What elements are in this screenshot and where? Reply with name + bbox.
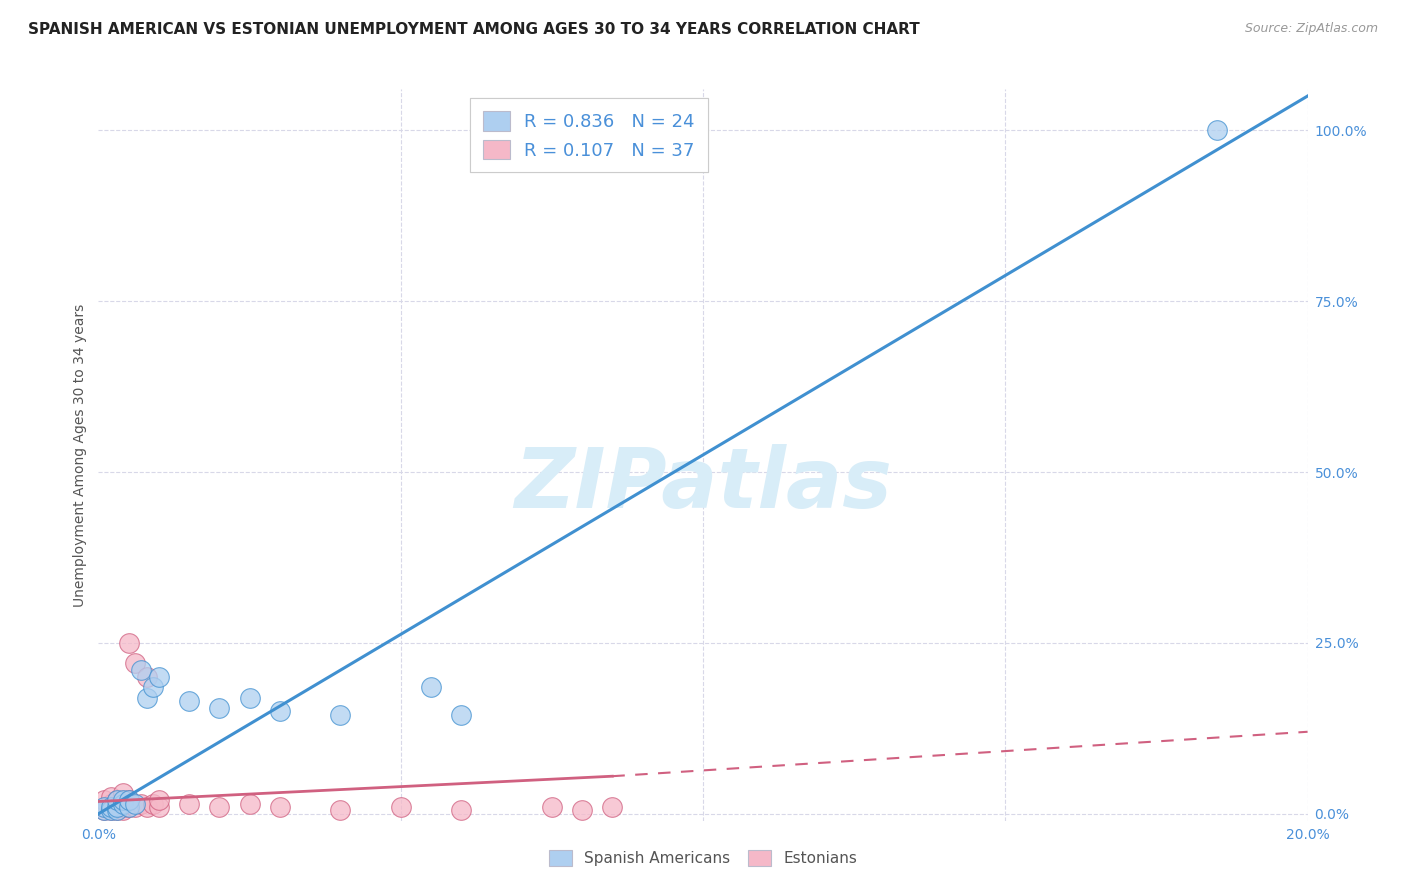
Point <box>239 797 262 811</box>
Point <box>111 800 134 814</box>
Point <box>129 663 152 677</box>
Point <box>450 804 472 818</box>
Point <box>602 800 624 814</box>
Point <box>105 804 128 818</box>
Y-axis label: Unemployment Among Ages 30 to 34 years: Unemployment Among Ages 30 to 34 years <box>73 303 87 607</box>
Point <box>111 786 134 800</box>
Point <box>100 804 122 818</box>
Point <box>93 804 115 818</box>
Point <box>93 804 115 818</box>
Point <box>124 800 146 814</box>
Point <box>389 800 412 814</box>
Point <box>450 707 472 722</box>
Point <box>105 800 128 814</box>
Legend: Spanish Americans, Estonians: Spanish Americans, Estonians <box>540 840 866 875</box>
Point <box>100 797 122 811</box>
Point <box>208 800 231 814</box>
Point <box>1206 123 1229 137</box>
Point <box>118 793 141 807</box>
Point <box>129 797 152 811</box>
Point <box>111 793 134 807</box>
Legend: R = 0.836   N = 24, R = 0.107   N = 37: R = 0.836 N = 24, R = 0.107 N = 37 <box>470 98 707 172</box>
Point <box>105 804 128 818</box>
Point <box>142 681 165 695</box>
Point <box>118 800 141 814</box>
Point <box>269 800 291 814</box>
Point <box>118 793 141 807</box>
Point <box>179 694 201 708</box>
Point <box>105 800 128 814</box>
Point <box>148 670 170 684</box>
Point <box>420 681 443 695</box>
Point <box>329 707 352 722</box>
Text: Source: ZipAtlas.com: Source: ZipAtlas.com <box>1244 22 1378 36</box>
Point <box>142 797 165 811</box>
Point <box>93 800 115 814</box>
Point <box>105 793 128 807</box>
Point <box>124 797 146 811</box>
Point <box>118 797 141 811</box>
Point <box>148 793 170 807</box>
Point <box>148 800 170 814</box>
Point <box>100 789 122 804</box>
Point <box>571 804 593 818</box>
Point <box>135 670 157 684</box>
Point <box>111 804 134 818</box>
Text: SPANISH AMERICAN VS ESTONIAN UNEMPLOYMENT AMONG AGES 30 TO 34 YEARS CORRELATION : SPANISH AMERICAN VS ESTONIAN UNEMPLOYMEN… <box>28 22 920 37</box>
Point <box>111 797 134 811</box>
Point <box>118 800 141 814</box>
Point <box>540 800 562 814</box>
Point <box>208 701 231 715</box>
Point <box>239 690 262 705</box>
Point <box>118 636 141 650</box>
Point <box>100 804 122 818</box>
Point <box>269 704 291 718</box>
Point <box>124 657 146 671</box>
Point <box>100 800 122 814</box>
Point <box>135 690 157 705</box>
Text: ZIPatlas: ZIPatlas <box>515 443 891 524</box>
Point <box>329 804 352 818</box>
Point <box>135 800 157 814</box>
Point <box>105 797 128 811</box>
Point <box>105 793 128 807</box>
Point <box>93 800 115 814</box>
Point <box>93 793 115 807</box>
Point <box>100 800 122 814</box>
Point <box>111 793 134 807</box>
Point <box>179 797 201 811</box>
